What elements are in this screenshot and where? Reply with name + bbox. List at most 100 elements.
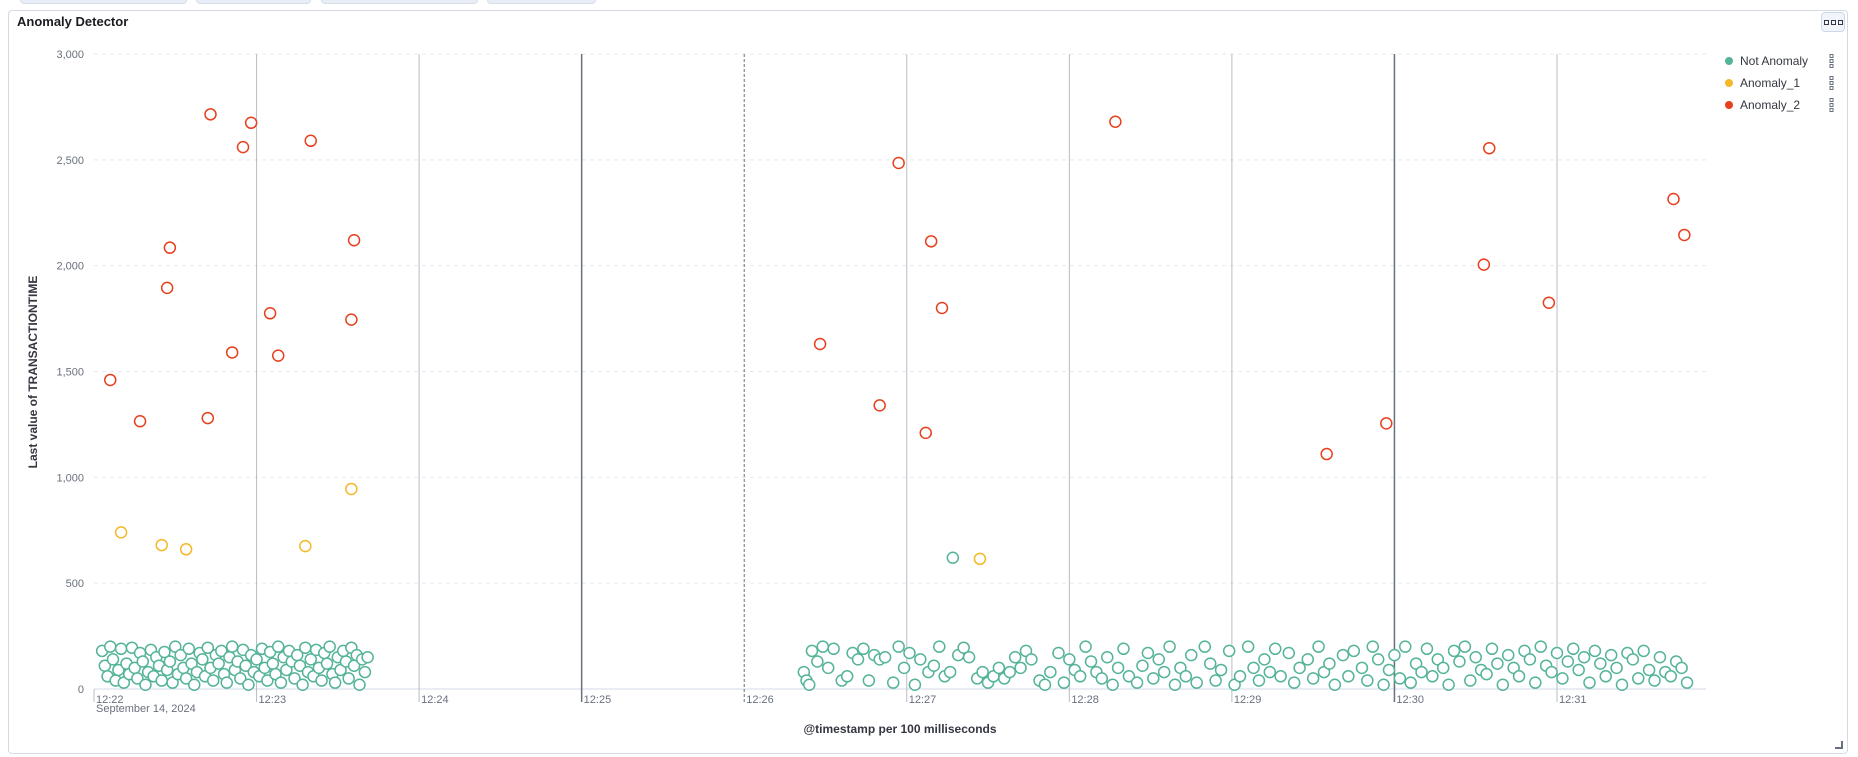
legend-item-options-icon[interactable] bbox=[1829, 98, 1834, 112]
data-point[interactable] bbox=[1258, 653, 1271, 666]
data-point[interactable] bbox=[263, 307, 277, 320]
data-point[interactable] bbox=[1073, 670, 1087, 683]
data-point[interactable] bbox=[886, 676, 900, 689]
data-point[interactable] bbox=[805, 644, 819, 658]
data-point[interactable] bbox=[1157, 665, 1171, 679]
data-point[interactable] bbox=[1336, 648, 1350, 662]
data-point[interactable] bbox=[104, 373, 117, 387]
data-point[interactable] bbox=[1550, 646, 1564, 660]
data-point[interactable] bbox=[160, 281, 174, 295]
data-point[interactable] bbox=[1287, 676, 1301, 689]
data-point[interactable] bbox=[1594, 657, 1607, 670]
data-point[interactable] bbox=[1534, 640, 1547, 653]
data-point[interactable] bbox=[1282, 646, 1296, 660]
data-point[interactable] bbox=[1168, 678, 1182, 692]
data-point[interactable] bbox=[106, 653, 120, 666]
data-point[interactable] bbox=[943, 665, 957, 679]
data-point[interactable] bbox=[1480, 667, 1493, 681]
data-point[interactable] bbox=[1653, 651, 1667, 664]
data-point[interactable] bbox=[1420, 642, 1434, 656]
data-point[interactable] bbox=[1556, 672, 1569, 685]
data-point[interactable] bbox=[345, 482, 358, 496]
data-point[interactable] bbox=[158, 645, 171, 659]
data-point[interactable] bbox=[821, 661, 835, 675]
data-point[interactable] bbox=[163, 241, 177, 254]
data-point[interactable] bbox=[320, 657, 334, 670]
data-point[interactable] bbox=[201, 641, 215, 654]
data-point[interactable] bbox=[1136, 659, 1149, 672]
data-point[interactable] bbox=[1063, 653, 1076, 666]
data-point[interactable] bbox=[1361, 674, 1374, 687]
data-point[interactable] bbox=[1477, 258, 1491, 271]
data-point[interactable] bbox=[299, 641, 312, 654]
data-point[interactable] bbox=[236, 140, 250, 154]
data-point[interactable] bbox=[1366, 640, 1380, 653]
data-point[interactable] bbox=[1044, 665, 1057, 679]
data-point[interactable] bbox=[239, 659, 252, 672]
data-point[interactable] bbox=[827, 642, 840, 656]
data-point[interactable] bbox=[1057, 676, 1071, 689]
data-point[interactable] bbox=[903, 646, 916, 660]
data-point[interactable] bbox=[1274, 670, 1287, 683]
data-point[interactable] bbox=[1501, 648, 1515, 662]
data-point[interactable] bbox=[1404, 676, 1417, 689]
data-point[interactable] bbox=[225, 640, 239, 653]
data-point[interactable] bbox=[353, 678, 366, 692]
data-point[interactable] bbox=[212, 657, 225, 670]
data-point[interactable] bbox=[342, 672, 355, 685]
data-point[interactable] bbox=[1588, 644, 1602, 658]
data-point[interactable] bbox=[1483, 141, 1496, 155]
data-point[interactable] bbox=[304, 653, 317, 666]
data-point[interactable] bbox=[1496, 678, 1510, 692]
data-point[interactable] bbox=[358, 665, 372, 679]
data-point[interactable] bbox=[946, 551, 960, 565]
data-point[interactable] bbox=[1399, 640, 1412, 653]
data-point[interactable] bbox=[1626, 653, 1640, 666]
data-point[interactable] bbox=[206, 674, 220, 687]
data-point[interactable] bbox=[1648, 674, 1661, 687]
data-point[interactable] bbox=[924, 235, 938, 248]
data-point[interactable] bbox=[271, 349, 285, 362]
data-point[interactable] bbox=[811, 655, 824, 668]
data-point[interactable] bbox=[1301, 653, 1314, 666]
data-point[interactable] bbox=[1293, 661, 1306, 675]
data-point[interactable] bbox=[261, 674, 274, 687]
data-point[interactable] bbox=[1577, 651, 1591, 664]
data-point[interactable] bbox=[1328, 678, 1342, 692]
data-point[interactable] bbox=[1542, 296, 1556, 309]
data-point[interactable] bbox=[873, 399, 886, 412]
data-point[interactable] bbox=[244, 116, 258, 130]
data-point[interactable] bbox=[802, 678, 816, 692]
data-point[interactable] bbox=[1163, 640, 1176, 653]
data-point[interactable] bbox=[962, 651, 976, 664]
data-point[interactable] bbox=[1610, 661, 1623, 675]
data-point[interactable] bbox=[1109, 115, 1122, 128]
data-point[interactable] bbox=[1458, 640, 1472, 653]
data-point[interactable] bbox=[1453, 655, 1466, 668]
data-point[interactable] bbox=[1184, 648, 1198, 662]
data-point[interactable] bbox=[187, 678, 201, 692]
data-point[interactable] bbox=[1122, 670, 1136, 683]
data-point[interactable] bbox=[131, 672, 144, 685]
data-point[interactable] bbox=[1111, 661, 1125, 675]
data-point[interactable] bbox=[1632, 672, 1645, 685]
data-point[interactable] bbox=[139, 678, 152, 692]
data-point[interactable] bbox=[1545, 665, 1558, 679]
data-point[interactable] bbox=[1680, 676, 1694, 689]
data-point[interactable] bbox=[234, 672, 247, 685]
data-point[interactable] bbox=[1222, 644, 1236, 658]
data-point[interactable] bbox=[1604, 648, 1618, 662]
data-point[interactable] bbox=[1415, 665, 1428, 679]
panel-options-icon[interactable] bbox=[1821, 12, 1845, 32]
data-point[interactable] bbox=[1038, 678, 1052, 692]
data-point[interactable] bbox=[1637, 644, 1650, 658]
data-point[interactable] bbox=[1561, 655, 1575, 668]
data-point[interactable] bbox=[1252, 674, 1266, 687]
data-point[interactable] bbox=[1084, 655, 1098, 668]
data-point[interactable] bbox=[133, 414, 147, 428]
data-point[interactable] bbox=[897, 661, 911, 675]
data-point[interactable] bbox=[919, 426, 932, 440]
data-point[interactable] bbox=[992, 661, 1006, 675]
data-point[interactable] bbox=[1052, 646, 1065, 660]
data-point[interactable] bbox=[1152, 653, 1165, 666]
